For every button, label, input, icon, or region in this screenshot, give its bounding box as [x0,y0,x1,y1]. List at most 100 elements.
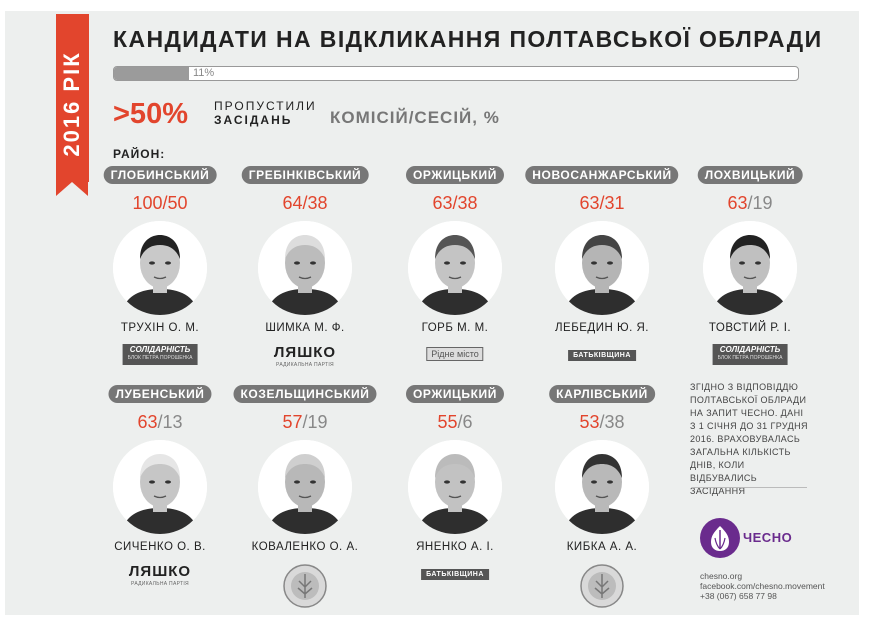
chesno-logo-text: ЧЕСНО [743,530,793,545]
district-pill: КОЗЕЛЬЩИНСЬКИЙ [233,385,377,403]
attendance-stat: 63/19 [675,193,825,214]
district-pill: ЛОХВИЦЬКИЙ [697,166,803,184]
candidate-name: ТРУХІН О. М. [120,322,200,334]
page-title: КАНДИДАТИ НА ВІДКЛИКАННЯ ПОЛТАВСЬКОЇ ОБЛ… [113,26,823,52]
source-note: ЗГІДНО З ВІДПОВІДДЮ ПОЛТАВСЬКОЇ ОБЛРАДИ … [690,382,808,496]
party-name: ЛЯШКО [128,563,192,580]
committee-missed: 63 [432,193,453,213]
attendance-stat: 63/13 [85,412,235,433]
party-logo: ЛЯШКО РАДИКАЛЬНА ПАРТІЯ [274,344,336,368]
district-pill: ОРЖИЦЬКИЙ [405,166,505,184]
candidate-photo [703,221,797,315]
party-name: СОЛІДАРНІСТЬ [129,345,191,354]
party-logo: СОЛІДАРНІСТЬ БЛОК ПЕТРА ПОРОШЕНКА [712,344,788,365]
session-missed: 13 [162,412,183,432]
session-missed: 19 [307,412,328,432]
party-logo: ЛЯШКО РАДИКАЛЬНА ПАРТІЯ [129,563,191,587]
district-pill: НОВОСАНЖАРСЬКИЙ [525,166,679,184]
session-missed: 19 [752,193,773,213]
attendance-stat: 63/38 [380,193,530,214]
party-badge: БАТЬКІВЩИНА [568,344,636,362]
district-pill: ГРЕБІНКІВСЬКИЙ [241,166,369,184]
attendance-stat: 63/31 [527,193,677,214]
committee-missed: 53 [579,412,600,432]
session-missed: 38 [604,412,625,432]
session-missed: 38 [457,193,478,213]
committee-missed: 100 [132,193,163,213]
candidate-name: ТОВСТИЙ Р. І. [708,322,792,334]
stat-separator: / [302,412,308,432]
district-pill: ГЛОБИНСЬКИЙ [103,166,217,184]
stat-separator: / [599,193,605,213]
headline-line-1: ПРОПУСТИЛИ [214,99,317,113]
party-badge: СОЛІДАРНІСТЬ БЛОК ПЕТРА ПОРОШЕНКА [122,344,198,365]
party-badge: ЛЯШКО РАДИКАЛЬНА ПАРТІЯ [129,563,191,587]
candidate-name: КОВАЛЕНКО О. А. [251,541,359,553]
party-subtitle: БЛОК ПЕТРА ПОРОШЕНКА [717,355,783,361]
stat-separator: / [452,193,458,213]
headline-line-3: КОМІСІЙ/СЕСІЙ, % [330,108,500,127]
candidate-photo [555,440,649,534]
contacts: chesno.org facebook.com/chesno.movement … [700,571,825,601]
contact-phone: +38 (067) 658 77 98 [700,591,777,601]
party-badge: ЛЯШКО РАДИКАЛЬНА ПАРТІЯ [274,344,336,368]
candidate-name: ЛЕБЕДИН Ю. Я. [555,322,649,334]
committee-missed: 57 [282,412,303,432]
party-badge [574,563,630,614]
attendance-stat: 53/38 [527,412,677,433]
session-missed: 38 [307,193,328,213]
stat-separator: / [599,412,605,432]
candidate-photo [555,221,649,315]
candidate-photo [258,440,352,534]
district-pill: ЛУБЕНСЬКИЙ [108,385,212,403]
chesno-logo-icon [700,518,740,558]
year-ribbon: 2016 РІК [56,14,89,196]
district-heading: РАЙОН: [113,147,166,161]
party-badge: Рідне місто [426,344,484,362]
candidate-name: СИЧЕНКО О. В. [114,541,206,553]
party-logo: БАТЬКІВЩИНА [421,569,489,580]
candidate-photo [113,440,207,534]
contact-site[interactable]: chesno.org [700,571,743,581]
candidate-name: ШИМКА М. Ф. [265,322,345,334]
contact-facebook[interactable]: facebook.com/chesno.movement [700,581,825,591]
party-seal [283,564,327,608]
party-subtitle: РАДИКАЛЬНА ПАРТІЯ [276,362,334,368]
progress-label: 11% [193,67,215,79]
headline-percent: >50% [113,98,188,130]
attendance-stat: 64/38 [230,193,380,214]
candidate-photo [408,440,502,534]
party-logo: БАТЬКІВЩИНА [568,350,636,361]
committee-missed: 63 [727,193,748,213]
party-badge: СОЛІДАРНІСТЬ БЛОК ПЕТРА ПОРОШЕНКА [712,344,788,365]
party-badge: БАТЬКІВЩИНА [421,563,489,581]
candidate-photo [258,221,352,315]
party-subtitle: БЛОК ПЕТРА ПОРОШЕНКА [127,355,193,361]
party-name: ЛЯШКО [273,344,337,361]
party-seal [580,564,624,608]
progress-bar [113,66,799,81]
committee-missed: 55 [437,412,458,432]
committee-missed: 64 [282,193,303,213]
party-name: БАТЬКІВЩИНА [426,571,484,578]
progress-fill [114,67,190,80]
party-name: БАТЬКІВЩИНА [573,352,631,359]
party-subtitle: РАДИКАЛЬНА ПАРТІЯ [131,581,189,587]
party-logo: Рідне місто [426,347,484,361]
candidate-name: ЯНЕНКО А. І. [416,541,494,553]
session-missed: 50 [167,193,188,213]
candidate-photo [408,221,502,315]
candidate-name: КИБКА А. А. [566,541,638,553]
stat-separator: / [457,412,463,432]
divider [692,487,807,488]
stat-separator: / [162,193,168,213]
session-missed: 6 [462,412,473,432]
committee-missed: 63 [137,412,158,432]
district-pill: ОРЖИЦЬКИЙ [405,385,505,403]
session-missed: 31 [604,193,625,213]
party-logo: СОЛІДАРНІСТЬ БЛОК ПЕТРА ПОРОШЕНКА [122,344,198,365]
year-label: 2016 РІК [59,51,84,157]
candidate-photo [113,221,207,315]
district-pill: КАРЛІВСЬКИЙ [549,385,655,403]
stat-separator: / [747,193,753,213]
